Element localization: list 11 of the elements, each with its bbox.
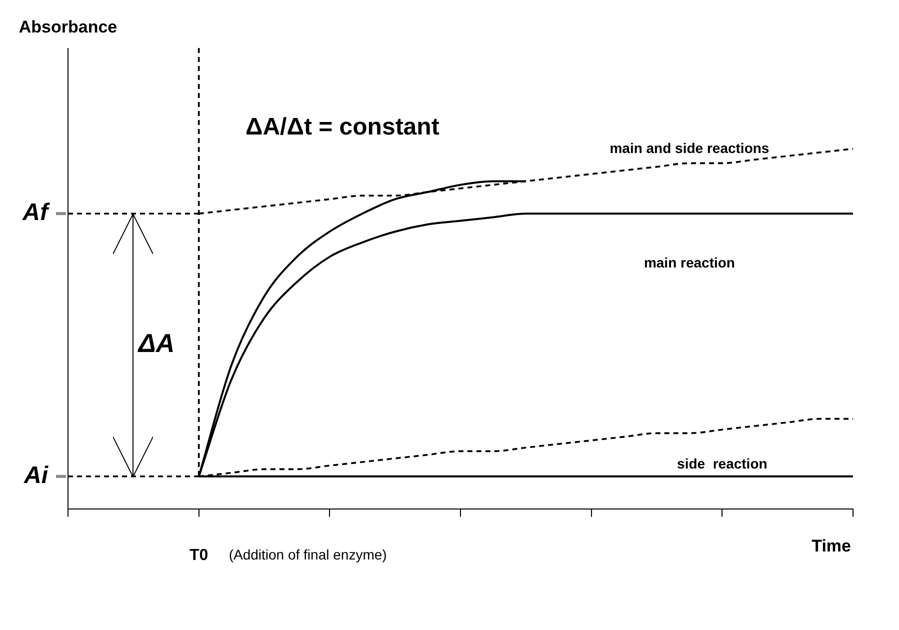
text: Ai (23, 462, 50, 490)
text: (Addition of final enzyme) (228, 546, 387, 563)
text: Absorbance (18, 18, 118, 37)
annotation: ΔA (137, 328, 175, 358)
series-label: side reaction (677, 455, 768, 472)
text: ΔA/Δt = constant (245, 114, 440, 141)
x-axis-title: Time (812, 536, 851, 556)
series-label: main and side reactions (610, 140, 770, 156)
text: main reaction (644, 254, 735, 270)
text: T0 (189, 547, 208, 564)
text: Af (22, 199, 50, 226)
